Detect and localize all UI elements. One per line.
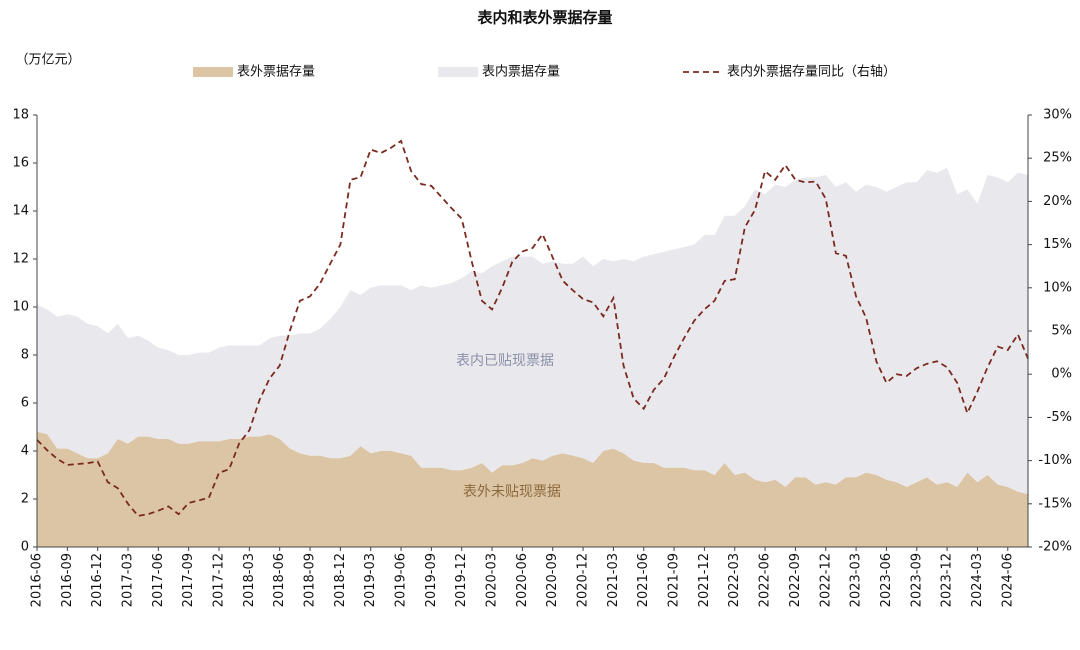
y2-tick-label: -15% xyxy=(1038,496,1072,511)
y2-tick-label: -10% xyxy=(1038,453,1072,468)
x-tick-label: 2017-06 xyxy=(151,553,166,607)
x-tick-label: 2019-06 xyxy=(394,553,409,607)
x-tick-label: 2017-12 xyxy=(212,553,227,607)
x-tick-label: 2016-09 xyxy=(60,553,75,607)
area xyxy=(37,431,1028,547)
x-tick-label: 2022-12 xyxy=(818,553,833,607)
x-tick-label: 2023-12 xyxy=(940,553,955,607)
x-tick-label: 2019-03 xyxy=(363,553,378,607)
x-tick-label: 2021-03 xyxy=(606,553,621,607)
y2-tick-label: 15% xyxy=(1043,237,1072,252)
y2-tick-label: 25% xyxy=(1043,151,1072,166)
y-tick-label: 14 xyxy=(12,204,29,219)
legend-label: 表内票据存量 xyxy=(482,64,560,80)
x-tick-label: 2021-06 xyxy=(636,553,651,607)
x-tick-label: 2016-12 xyxy=(90,553,105,607)
y-tick-label: 16 xyxy=(12,156,29,171)
annotation: 表外未贴现票据 xyxy=(463,484,561,500)
x-tick-label: 2019-12 xyxy=(454,553,469,607)
y2-tick-label: 5% xyxy=(1051,324,1072,339)
y-tick-label: 18 xyxy=(12,108,29,123)
x-tick-label: 2019-09 xyxy=(424,553,439,607)
x-tick-label: 2016-06 xyxy=(30,553,45,607)
x-tick-label: 2018-03 xyxy=(242,553,257,607)
x-tick-label: 2022-09 xyxy=(788,553,803,607)
x-tick-label: 2020-12 xyxy=(576,553,591,607)
x-tick-label: 2020-06 xyxy=(515,553,530,607)
y-tick-label: 2 xyxy=(21,492,29,507)
x-tick-label: 2024-06 xyxy=(1000,553,1015,607)
chart-title: 表内和表外票据存量 xyxy=(477,9,612,27)
legend-swatch xyxy=(193,67,233,77)
legend-label: 表内外票据存量同比（右轴） xyxy=(727,64,896,80)
x-tick-label: 2020-03 xyxy=(485,553,500,607)
x-tick-label: 2022-06 xyxy=(758,553,773,607)
y2-tick-label: -5% xyxy=(1047,410,1072,425)
x-tick-label: 2023-06 xyxy=(879,553,894,607)
x-tick-label: 2021-09 xyxy=(667,553,682,607)
y2-tick-label: -20% xyxy=(1038,540,1072,555)
y-axis-label: （万亿元） xyxy=(15,53,80,68)
y2-tick-label: 20% xyxy=(1043,194,1072,209)
line xyxy=(36,139,1029,517)
y2-tick-label: 10% xyxy=(1043,280,1072,295)
x-tick-label: 2018-09 xyxy=(303,553,318,607)
y-tick-label: 0 xyxy=(21,540,29,555)
y-tick-label: 10 xyxy=(12,300,29,315)
x-tick-label: 2017-03 xyxy=(121,553,136,607)
legend-swatch xyxy=(438,67,478,77)
y-tick-label: 4 xyxy=(21,444,29,459)
y2-tick-label: 0% xyxy=(1051,367,1072,382)
x-tick-label: 2024-03 xyxy=(970,553,985,607)
x-tick-label: 2020-09 xyxy=(545,553,560,607)
x-tick-label: 2017-09 xyxy=(181,553,196,607)
y-tick-label: 12 xyxy=(12,252,29,267)
x-tick-label: 2018-06 xyxy=(272,553,287,607)
x-tick-label: 2021-12 xyxy=(697,553,712,607)
annotation: 表内已贴现票据 xyxy=(456,353,554,369)
x-tick-label: 2022-03 xyxy=(727,553,742,607)
y2-tick-label: 30% xyxy=(1043,108,1072,123)
x-tick-label: 2023-09 xyxy=(909,553,924,607)
x-tick-label: 2023-03 xyxy=(849,553,864,607)
legend-label: 表外票据存量 xyxy=(237,65,315,80)
area xyxy=(37,167,1028,495)
x-tick-label: 2018-12 xyxy=(333,553,348,607)
y-tick-label: 6 xyxy=(21,396,29,411)
y-tick-label: 8 xyxy=(21,348,29,363)
